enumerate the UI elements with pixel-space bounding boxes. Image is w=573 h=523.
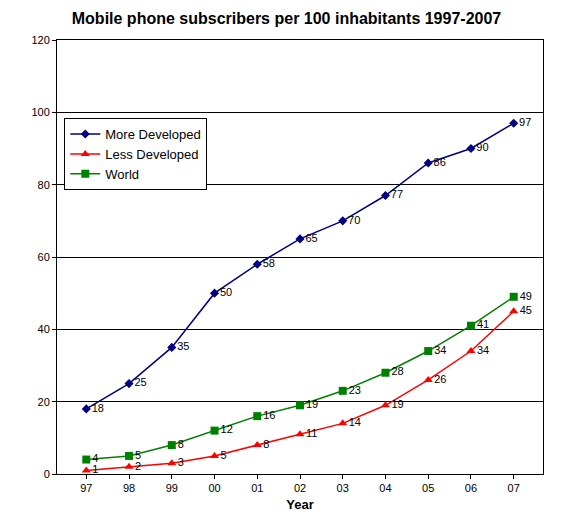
svg-text:06: 06: [465, 482, 477, 494]
svg-text:70: 70: [348, 214, 360, 226]
svg-text:41: 41: [477, 318, 489, 330]
svg-text:35: 35: [177, 340, 189, 352]
svg-text:11: 11: [306, 427, 317, 439]
svg-text:0: 0: [44, 468, 50, 480]
svg-text:02: 02: [294, 482, 306, 494]
svg-text:98: 98: [123, 482, 135, 494]
svg-text:19: 19: [391, 398, 403, 410]
svg-text:3: 3: [178, 456, 184, 468]
svg-text:03: 03: [337, 482, 349, 494]
svg-text:Year: Year: [286, 497, 313, 512]
svg-text:80: 80: [38, 179, 50, 191]
svg-text:16: 16: [263, 409, 275, 421]
svg-text:28: 28: [391, 365, 403, 377]
svg-text:26: 26: [434, 373, 446, 385]
svg-text:86: 86: [434, 156, 446, 168]
svg-text:40: 40: [38, 323, 50, 335]
svg-text:50: 50: [220, 286, 232, 298]
svg-text:100: 100: [31, 106, 49, 118]
svg-text:14: 14: [349, 416, 361, 428]
svg-text:34: 34: [477, 344, 489, 356]
svg-text:77: 77: [391, 188, 403, 200]
svg-text:20: 20: [38, 396, 50, 408]
svg-text:05: 05: [422, 482, 434, 494]
svg-text:97: 97: [80, 482, 92, 494]
svg-text:4: 4: [92, 452, 98, 464]
svg-text:120: 120: [31, 34, 49, 46]
svg-text:Less Developed: Less Developed: [105, 147, 198, 162]
svg-text:34: 34: [434, 344, 446, 356]
svg-text:12: 12: [221, 423, 233, 435]
svg-text:97: 97: [519, 116, 531, 128]
svg-text:45: 45: [520, 304, 532, 316]
svg-text:Mobile phone subscribers per 1: Mobile phone subscribers per 100 inhabit…: [72, 10, 502, 27]
svg-text:01: 01: [251, 482, 263, 494]
svg-text:60: 60: [38, 251, 50, 263]
svg-text:49: 49: [520, 290, 532, 302]
svg-text:65: 65: [305, 232, 317, 244]
svg-text:04: 04: [379, 482, 391, 494]
svg-text:25: 25: [134, 376, 146, 388]
svg-text:18: 18: [92, 402, 104, 414]
svg-text:5: 5: [135, 449, 141, 461]
svg-text:5: 5: [221, 449, 227, 461]
svg-text:8: 8: [263, 438, 269, 450]
svg-text:07: 07: [508, 482, 520, 494]
svg-text:90: 90: [476, 141, 488, 153]
svg-text:8: 8: [178, 438, 184, 450]
svg-text:World: World: [105, 167, 139, 182]
svg-text:1: 1: [92, 463, 98, 475]
svg-text:00: 00: [208, 482, 220, 494]
svg-text:2: 2: [135, 460, 141, 472]
svg-text:19: 19: [306, 398, 318, 410]
svg-text:58: 58: [263, 257, 275, 269]
svg-text:23: 23: [349, 384, 361, 396]
svg-text:99: 99: [166, 482, 178, 494]
svg-text:More Developed: More Developed: [105, 127, 200, 142]
